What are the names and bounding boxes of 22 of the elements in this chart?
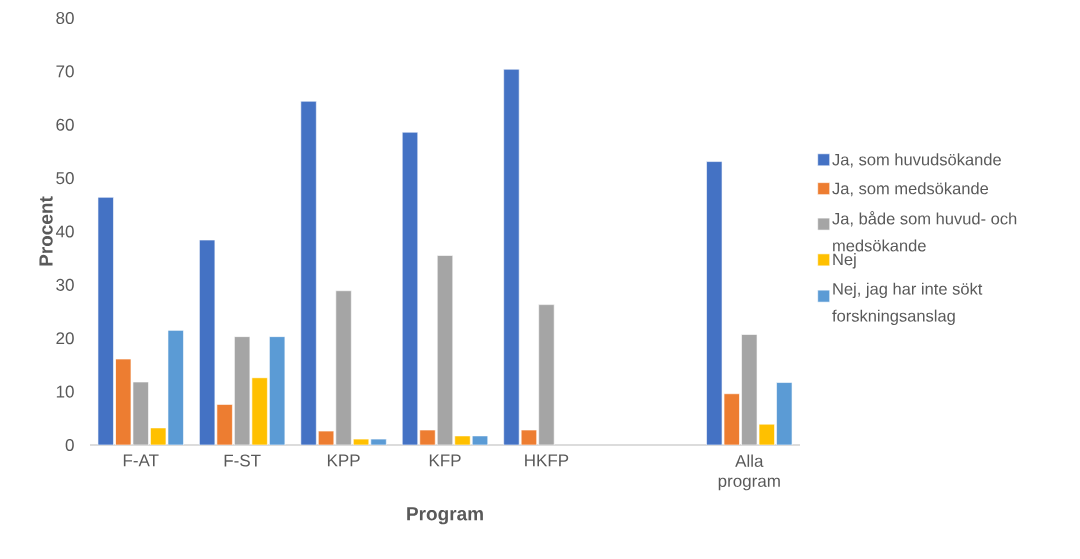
x-tick-label: HKFP xyxy=(525,454,569,467)
y-tick-label: 40 xyxy=(55,225,74,238)
legend-label: Nej, jag har inte sökt forskningsanslag xyxy=(832,282,983,325)
y-tick-label: 10 xyxy=(56,385,74,398)
legend-label: Ja, som medsökande xyxy=(832,182,989,197)
y-tick-label: 0 xyxy=(65,438,74,452)
x-tick-label: KFP xyxy=(429,454,461,467)
y-tick-label: 70 xyxy=(56,65,74,78)
y-tick-label: 30 xyxy=(56,278,74,291)
y-tick-label: 20 xyxy=(56,332,74,345)
y-tick-label: 80 xyxy=(56,11,74,25)
y-tick-label: 60 xyxy=(56,118,74,131)
x-tick-label: KPP xyxy=(327,454,360,467)
legend-label: Ja, som huvudsökande xyxy=(832,153,1001,168)
x-tick-label: F-ST xyxy=(224,454,261,467)
x-tick-label: Alla program xyxy=(718,454,780,491)
legend-label: Ja, både som huvud- och medsökande xyxy=(832,211,1017,252)
x-tick-label: F-AT xyxy=(123,454,159,467)
y-axis-title: Procent xyxy=(39,196,53,266)
legend-label: Nej xyxy=(833,253,856,269)
y-tick-label: 50 xyxy=(56,172,74,185)
x-axis-title: Program xyxy=(407,507,483,525)
